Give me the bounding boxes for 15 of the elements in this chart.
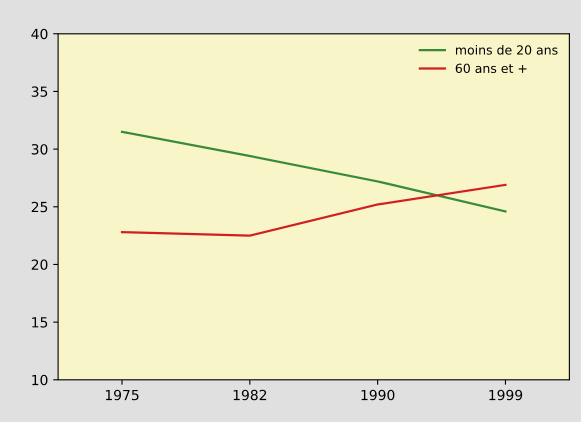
x-tick-label: 1982 [234,390,266,400]
line-series [120,184,507,237]
x-tick-label: 1999 [489,390,522,400]
line-series [120,130,507,213]
legend-label: 60 ans et + [456,64,527,74]
x-tick-label: 1975 [106,390,138,400]
x-tick-label: 1990 [362,390,394,400]
y-tick-label: 35 [32,86,48,97]
legend-label: moins de 20 ans [456,45,558,55]
y-tick-label: 20 [32,259,48,270]
y-tick-label: 30 [32,144,48,155]
y-tick-label: 25 [32,202,48,212]
y-tick-label: 15 [32,317,48,328]
y-tick-label: 10 [32,374,48,386]
y-tick-label: 40 [31,28,48,40]
